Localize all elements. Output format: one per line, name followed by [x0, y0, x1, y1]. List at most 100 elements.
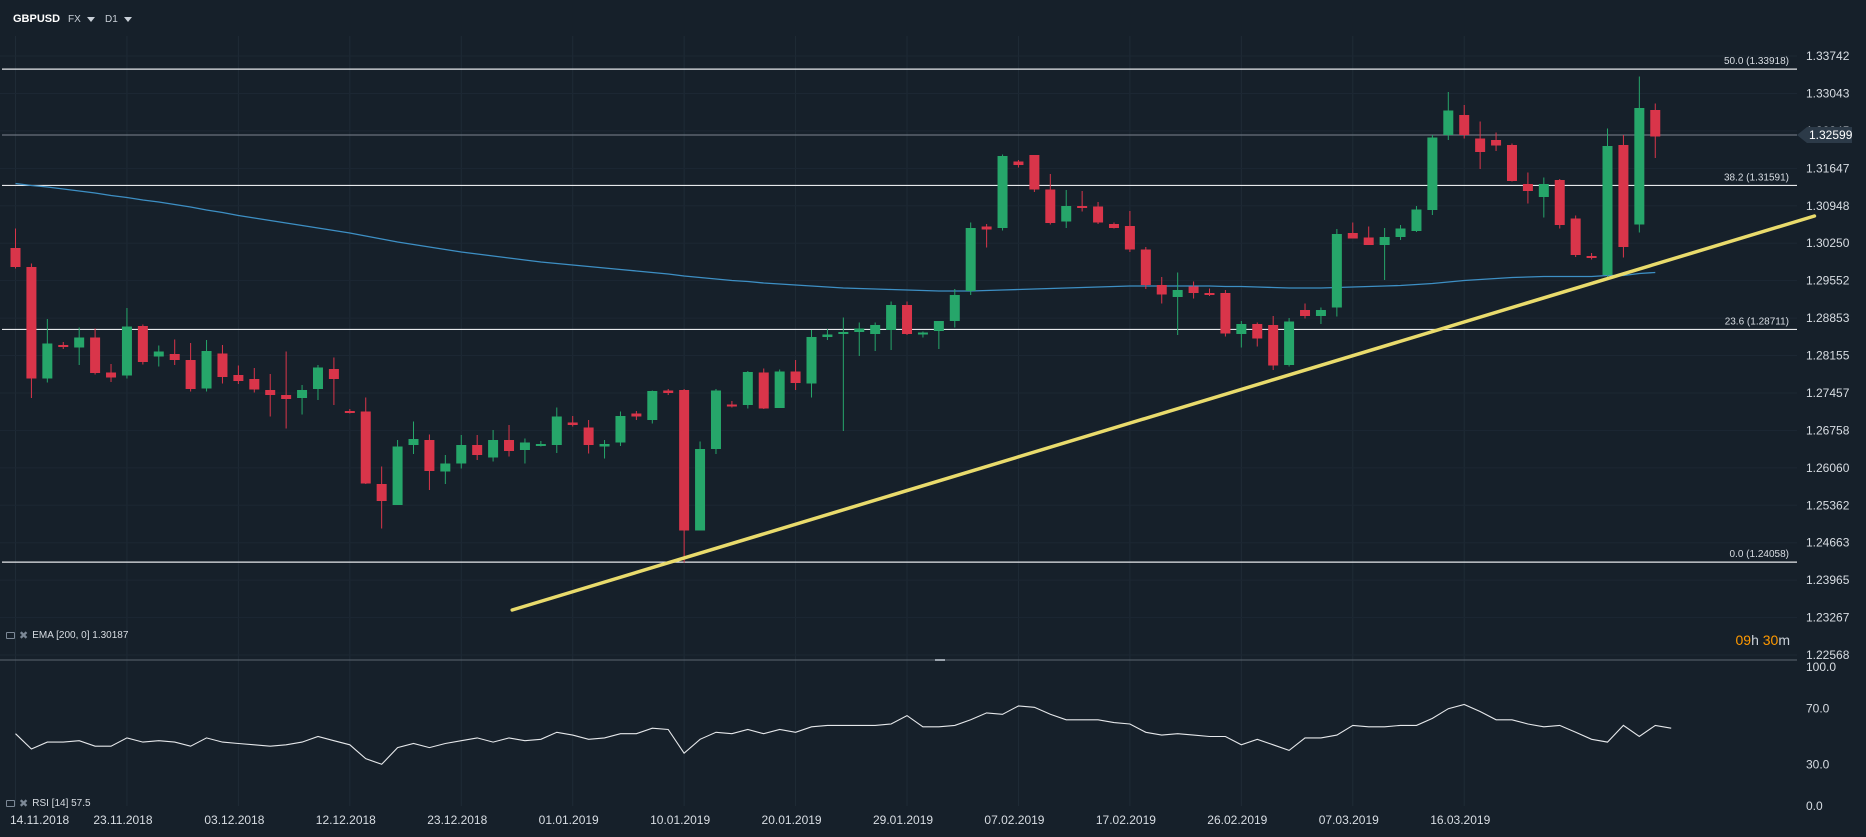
- timer-minutes-unit: m: [1778, 632, 1790, 648]
- timeframe-dropdown[interactable]: D1: [101, 11, 136, 27]
- settings-icon[interactable]: [6, 800, 15, 807]
- candle-body: [1268, 325, 1279, 366]
- y-tick-label: 1.24663: [1806, 536, 1850, 550]
- candle-body: [1108, 224, 1119, 228]
- timeframe-label: D1: [105, 13, 118, 25]
- rsi-tick-label: 100.0: [1806, 660, 1836, 674]
- candle-body: [1491, 140, 1502, 146]
- grid: [0, 36, 1797, 806]
- candle-body: [870, 325, 881, 334]
- candle-body: [26, 267, 37, 379]
- candle-body: [392, 446, 403, 505]
- y-tick-label: 1.27457: [1806, 386, 1850, 400]
- candle-body: [933, 321, 944, 331]
- fib-level-label: 23.6 (1.28711): [1725, 316, 1789, 327]
- candle-body: [312, 367, 323, 389]
- candle-body: [1379, 237, 1390, 245]
- candle-body: [408, 439, 419, 445]
- y-tick-label: 1.33742: [1806, 49, 1850, 63]
- candle-body: [169, 354, 180, 360]
- candle-body: [281, 395, 292, 399]
- y-tick-label: 1.28155: [1806, 349, 1850, 363]
- candle-body: [1156, 285, 1167, 295]
- candle-body: [1236, 324, 1247, 334]
- candle-body: [981, 226, 992, 230]
- candle-body: [917, 332, 928, 335]
- candle-body: [1204, 293, 1215, 295]
- candle-body: [551, 416, 562, 445]
- y-tick-label: 1.23965: [1806, 573, 1850, 587]
- candle-body: [790, 371, 801, 383]
- timer-hours-unit: h: [1751, 632, 1759, 648]
- pane-divider[interactable]: [0, 659, 1797, 661]
- candle-body: [10, 248, 21, 267]
- chevron-down-icon: [86, 16, 95, 22]
- candle-body: [663, 390, 674, 393]
- candle-body: [1475, 138, 1486, 152]
- candle-body: [838, 332, 849, 334]
- fib-level-label: 38.2 (1.31591): [1724, 172, 1789, 183]
- candle-body: [886, 305, 897, 330]
- candle-body: [1284, 321, 1295, 365]
- candle-body: [472, 445, 483, 455]
- candle-body: [599, 444, 610, 447]
- market-dropdown[interactable]: FX: [64, 11, 99, 27]
- candle-body: [1331, 234, 1342, 308]
- y-tick-label: 1.31647: [1806, 161, 1850, 175]
- fib-level-label: 50.0 (1.33918): [1724, 56, 1789, 67]
- y-tick-label: 1.26758: [1806, 423, 1850, 437]
- candle-body: [1586, 256, 1597, 258]
- x-tick-label: 26.02.2019: [1207, 813, 1267, 827]
- fib-level-label: 0.0 (1.24058): [1730, 549, 1790, 560]
- symbol-label[interactable]: GBPUSD: [13, 13, 61, 25]
- candle-body: [535, 444, 546, 446]
- x-tick-label: 10.01.2019: [650, 813, 710, 827]
- candle-body: [1522, 184, 1533, 191]
- settings-icon[interactable]: [6, 632, 15, 639]
- candle-body: [42, 343, 53, 379]
- ema-label-text: EMA [200, 0] 1.30187: [32, 630, 129, 641]
- candle-body: [456, 445, 467, 464]
- candle-body: [137, 326, 148, 362]
- pane-resize-handle[interactable]: [935, 659, 945, 661]
- ema-line: [15, 182, 1656, 292]
- candle-body: [201, 351, 212, 389]
- candle-body: [1634, 108, 1645, 225]
- candle-body: [249, 379, 260, 390]
- candle-body: [424, 440, 435, 471]
- candle-body: [822, 334, 833, 337]
- candle-body: [647, 391, 658, 420]
- candle-body: [58, 345, 69, 347]
- candle-body: [631, 413, 642, 417]
- candle-body: [1538, 184, 1549, 197]
- x-tick-label: 07.02.2019: [984, 813, 1044, 827]
- candle-body: [217, 353, 228, 377]
- candle-body: [695, 449, 706, 531]
- trendline[interactable]: [510, 214, 1817, 612]
- x-tick-label: 16.03.2019: [1430, 813, 1490, 827]
- x-tick-label: 23.12.2018: [427, 813, 487, 827]
- candle-body: [1029, 155, 1040, 190]
- candle-body: [806, 337, 817, 384]
- candle-body: [1315, 310, 1326, 316]
- candle-body: [854, 328, 865, 332]
- x-tick-label: 14.11.2018: [10, 813, 69, 827]
- candle-body: [1045, 189, 1056, 223]
- candle-body: [106, 372, 117, 378]
- candle-body: [1013, 161, 1024, 165]
- candle-body: [1459, 115, 1470, 135]
- y-tick-label: 1.26060: [1806, 461, 1850, 475]
- candle-body: [965, 228, 976, 291]
- ema-indicator-label: ✖ EMA [200, 0] 1.30187: [6, 630, 128, 641]
- trendline-segment[interactable]: [510, 214, 1817, 612]
- candle-body: [297, 390, 308, 398]
- timer-hours: 09: [1735, 632, 1752, 648]
- candle-body: [121, 326, 132, 376]
- candle-body: [1140, 249, 1151, 285]
- close-icon[interactable]: ✖: [19, 629, 29, 642]
- rsi-series-line: [15, 703, 1672, 765]
- close-icon[interactable]: ✖: [19, 797, 29, 810]
- x-tick-label: 23.11.2018: [93, 813, 152, 827]
- candle-body: [328, 369, 339, 379]
